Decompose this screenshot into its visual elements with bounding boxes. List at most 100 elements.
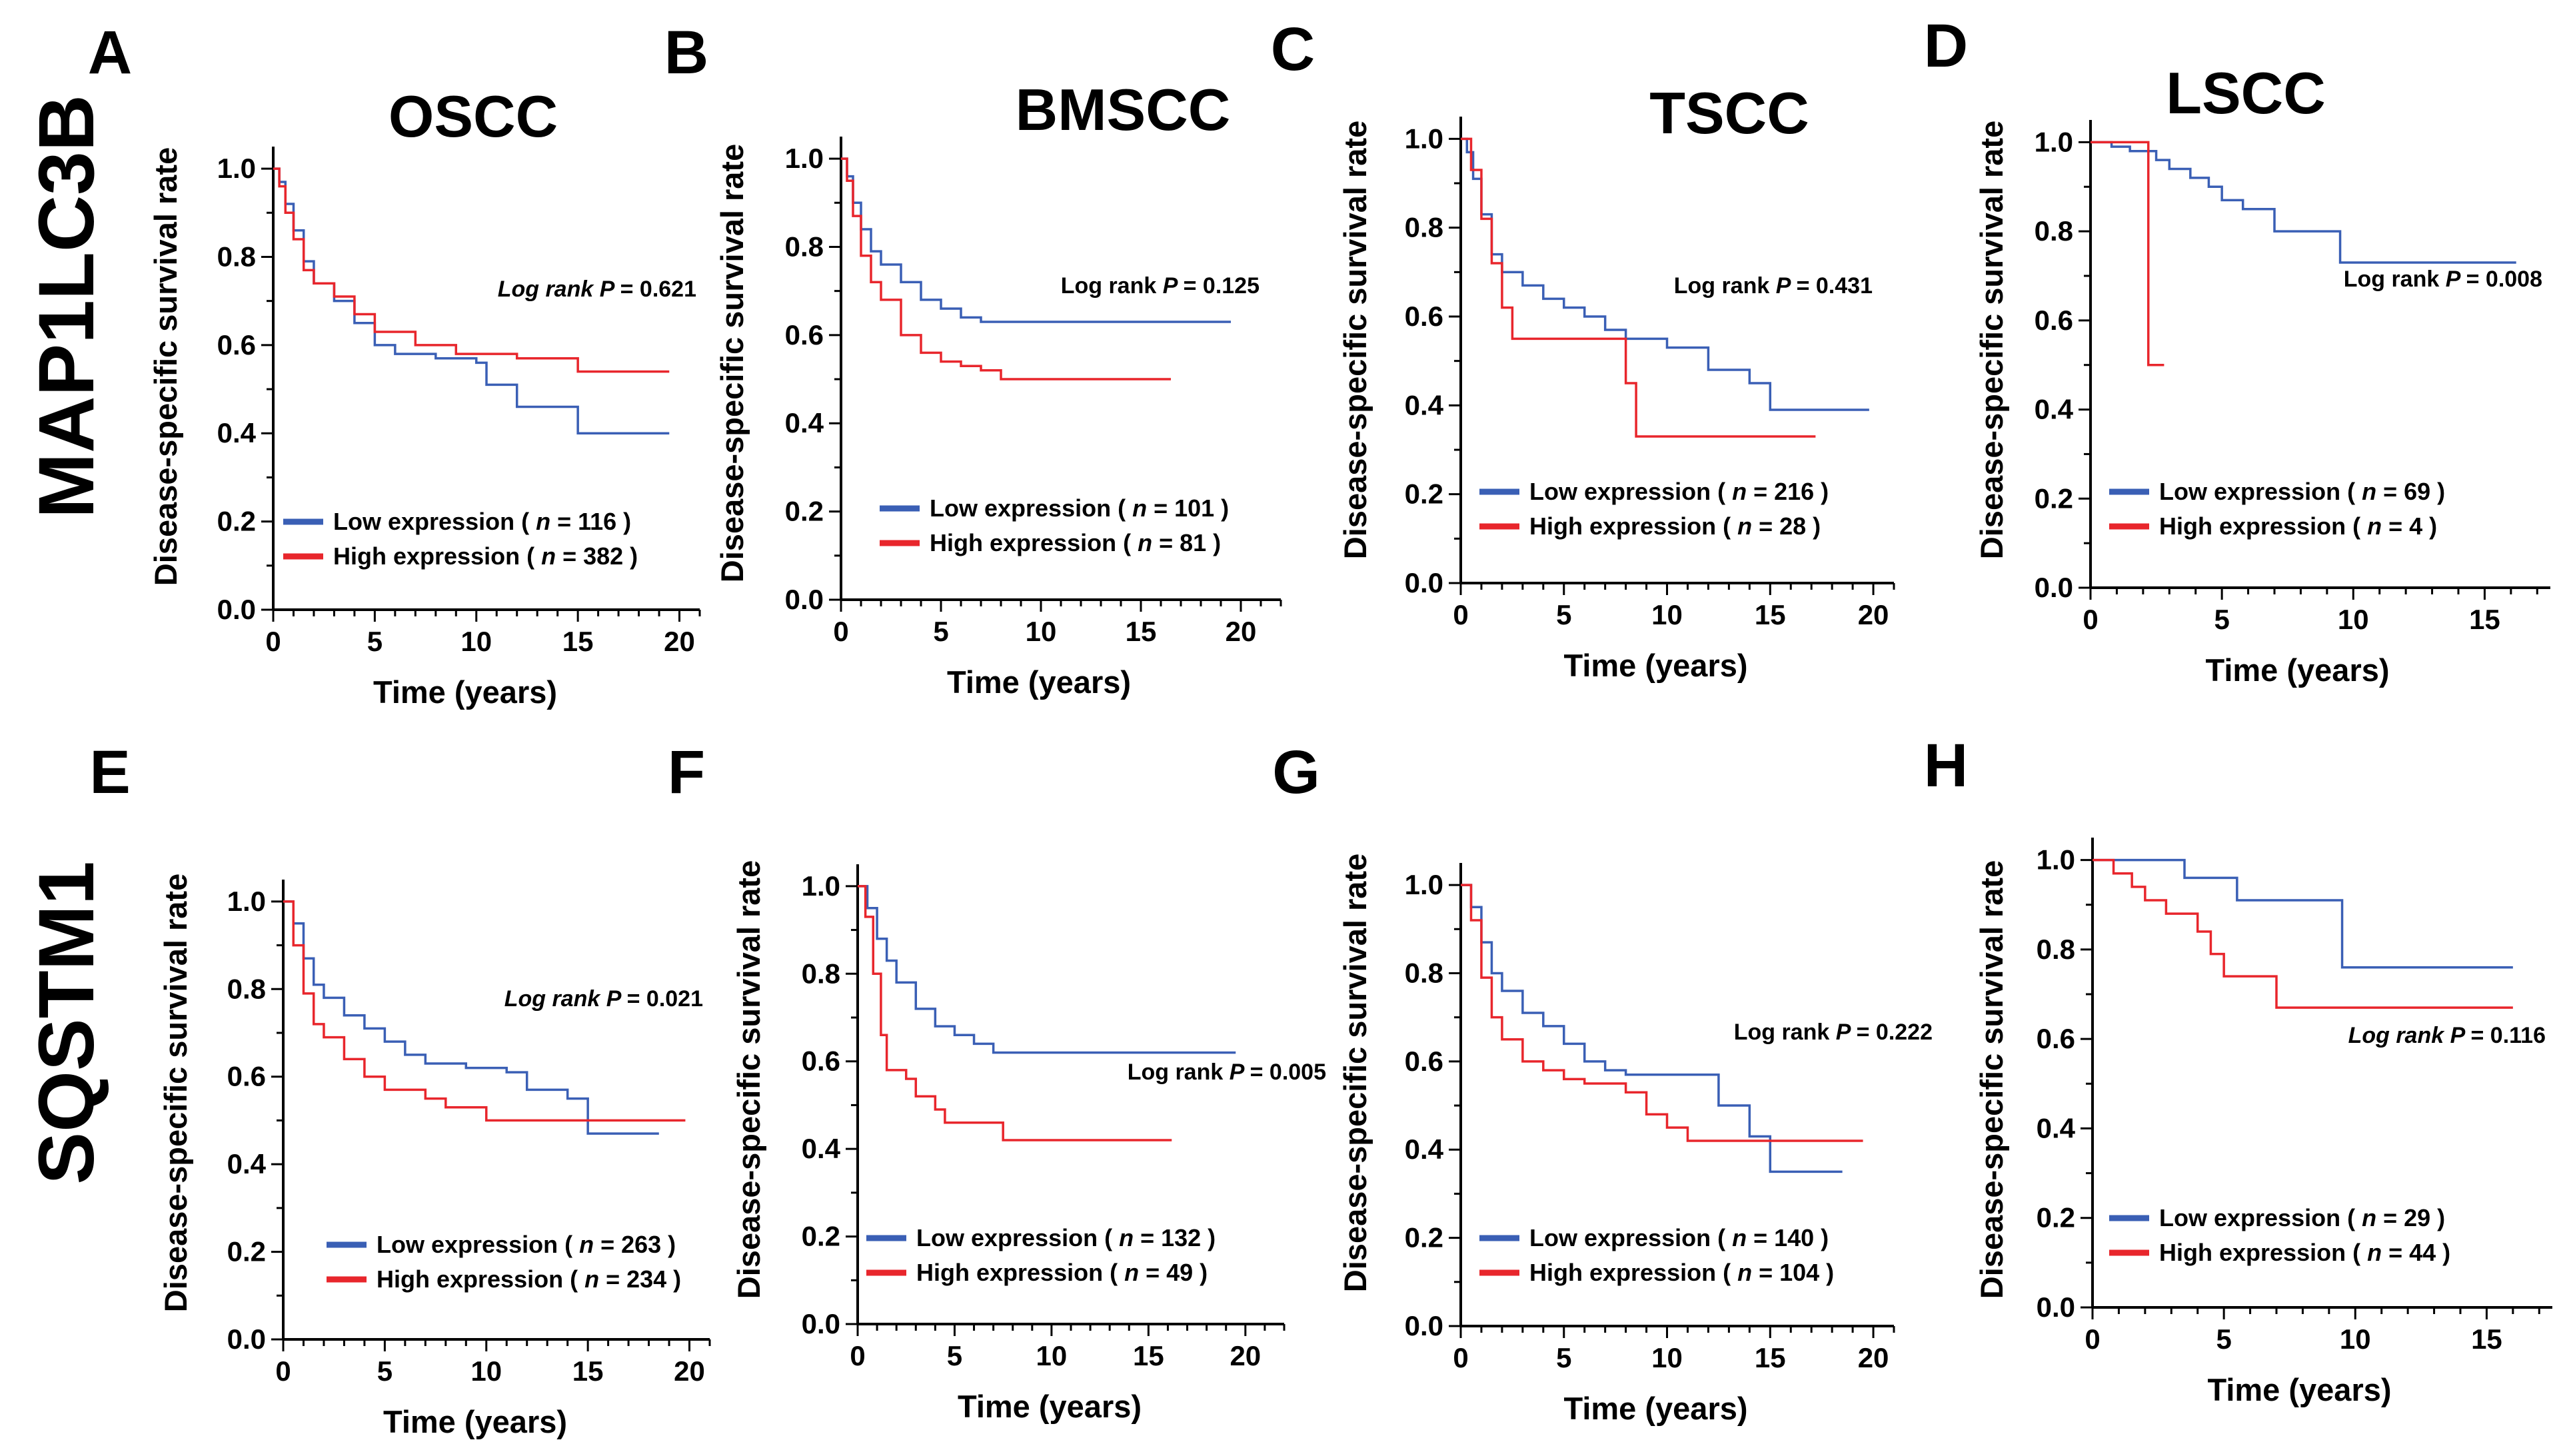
x-axis-label: Time (years) (958, 1389, 1142, 1424)
x-axis-label: Time (years) (2207, 1372, 2391, 1407)
legend-label-high: High expression ( n = 44 ) (2159, 1239, 2450, 1266)
legend: Low expression ( n = 101 ) High expressio… (880, 494, 1229, 556)
y-tick-label: 0.4 (1405, 1133, 1444, 1165)
panel-title: TSCC (1649, 80, 1809, 146)
x-tick-label: 0 (2085, 1323, 2100, 1355)
x-tick-label: 20 (1858, 599, 1889, 630)
x-tick-label: 5 (947, 1340, 962, 1371)
y-tick-label: 0.4 (802, 1133, 841, 1164)
y-tick-label: 1.0 (2037, 844, 2075, 876)
x-axis-label: Time (years) (2205, 652, 2389, 688)
km-curve-high (273, 167, 670, 373)
log-rank-stat: Log rank P = 0.222 (1734, 1020, 1933, 1045)
legend: Low expression ( n = 132 ) High expressio… (866, 1224, 1216, 1286)
p-value: = 0.431 (1797, 273, 1873, 299)
x-tick-label: 5 (2216, 1323, 2231, 1355)
legend-label-high: High expression ( n = 49 ) (916, 1259, 1208, 1286)
x-tick-label: 15 (2469, 604, 2500, 635)
y-tick-label: 0.2 (2035, 482, 2073, 514)
x-tick-label: 10 (470, 1355, 502, 1387)
y-tick-label: 1.0 (2035, 126, 2073, 157)
y-tick-label: 0.8 (217, 241, 256, 272)
panel-f: F 0 5 10 15 20 0.0 0.2 0.4 0.6 0.8 1.0 Time (years) D… (668, 738, 1326, 1424)
legend-label-low: Low expression ( n = 29 ) (2159, 1204, 2445, 1231)
log-rank-label: Log rank (504, 986, 606, 1012)
y-tick-label: 0.4 (785, 407, 824, 438)
y-tick-label: 0.6 (2035, 305, 2073, 336)
y-tick-label: 0.2 (217, 506, 256, 537)
x-tick-label: 0 (275, 1355, 291, 1387)
y-axis-label: Disease-specific survival rate (714, 144, 750, 582)
log-rank-stat: Log rank P = 0.116 (2348, 1023, 2546, 1048)
y-tick-label: 0.4 (217, 417, 257, 448)
panel-letter: B (664, 19, 708, 87)
legend: Low expression ( n = 29 ) High expression… (2109, 1204, 2450, 1266)
log-rank-stat: Log rank P = 0.125 (1061, 273, 1260, 299)
log-rank-stat: Log rank P = 0.021 (504, 986, 703, 1012)
panel-title: BMSCC (1016, 77, 1231, 143)
y-tick-label: 0.6 (802, 1046, 840, 1077)
panel-title: LSCC (2166, 60, 2326, 126)
y-tick-label: 0.0 (1405, 567, 1443, 598)
panel-c: C TSCC 0 5 10 15 20 0.0 0.2 0.4 0.6 0.8 1.0 Time (yea… (1271, 15, 1895, 683)
y-tick-label: 1.0 (217, 153, 256, 184)
y-tick-label: 0.2 (1405, 478, 1443, 510)
y-axis-label: Disease-specific survival rate (731, 860, 766, 1299)
x-tick-label: 15 (1755, 599, 1786, 630)
y-tick-label: 0.2 (785, 496, 824, 527)
panel-a: A OSCC 0 5 10 15 20 0.0 0.2 0.4 0.6 0.8 1.0 Time (yea… (88, 19, 701, 710)
y-tick-label: 0.2 (227, 1236, 266, 1267)
p-value: = 0.222 (1857, 1020, 1933, 1045)
x-axis-label: Time (years) (947, 664, 1131, 700)
legend: Low expression ( n = 216 ) High expressio… (1479, 478, 1829, 540)
km-curve-high (1461, 884, 1863, 1142)
legend-label-high: High expression ( n = 28 ) (1529, 512, 1821, 540)
km-curve-low (273, 167, 670, 434)
y-tick-label: 0.6 (1405, 301, 1443, 332)
x-tick-label: 15 (1126, 616, 1157, 647)
panel-h: H 0 5 10 15 0.0 0.2 0.4 0.6 0.8 1.0 Time (years) Dis… (1924, 732, 2552, 1407)
row-label-sqstm1: SQSTM1 (23, 861, 111, 1184)
panel-letter: E (89, 738, 130, 806)
x-tick-label: 20 (1858, 1342, 1889, 1373)
row-labels: MAP1LC3B SQSTM1 (23, 95, 111, 1185)
y-tick-label: 0.4 (227, 1148, 267, 1179)
log-rank-label: Log rank (498, 277, 600, 302)
x-tick-label: 0 (265, 626, 281, 657)
log-rank-label: Log rank (1061, 273, 1163, 299)
panels: A OSCC 0 5 10 15 20 0.0 0.2 0.4 0.6 0.8 1.0 Time (yea… (88, 12, 2552, 1439)
panel-d: D LSCC 0 5 10 15 0.0 0.2 0.4 0.6 0.8 1.0 Time (years… (1924, 12, 2550, 688)
y-tick-label: 0.0 (2037, 1291, 2075, 1323)
legend-label-low: Low expression ( n = 69 ) (2159, 478, 2445, 505)
x-tick-label: 0 (850, 1340, 865, 1371)
p-value: = 0.116 (2470, 1023, 2546, 1048)
p-value: = 0.005 (1250, 1060, 1326, 1085)
log-rank-stat: Log rank P = 0.005 (1128, 1060, 1326, 1085)
km-curve-low (1461, 884, 1843, 1173)
x-tick-label: 0 (1453, 1342, 1468, 1373)
y-tick-label: 0.0 (785, 584, 824, 615)
y-tick-label: 0.4 (2035, 394, 2074, 425)
y-tick-label: 0.8 (2035, 215, 2073, 247)
y-tick-label: 0.0 (227, 1323, 266, 1355)
legend: Low expression ( n = 69 ) High expression… (2109, 478, 2445, 540)
p-label: P (600, 277, 620, 302)
y-tick-label: 0.2 (2037, 1202, 2075, 1233)
y-tick-label: 1.0 (1405, 869, 1443, 900)
legend-label-high: High expression ( n = 104 ) (1529, 1259, 1834, 1286)
p-label: P (1163, 273, 1184, 299)
legend-label-high: High expression ( n = 4 ) (2159, 512, 2437, 540)
p-label: P (2446, 267, 2466, 292)
y-tick-label: 0.0 (217, 594, 256, 625)
log-rank-label: Log rank (1734, 1020, 1836, 1045)
legend-label-high: High expression ( n = 234 ) (377, 1265, 681, 1293)
panel-letter: G (1272, 738, 1320, 806)
km-curve-low (283, 900, 659, 1135)
y-axis-label: Disease-specific survival rate (158, 874, 193, 1312)
x-tick-label: 15 (1133, 1340, 1164, 1371)
legend-label-high: High expression ( n = 81 ) (930, 529, 1221, 556)
panel-letter: F (668, 738, 705, 806)
legend-label-low: Low expression ( n = 216 ) (1529, 478, 1829, 505)
p-label: P (1836, 1020, 1857, 1045)
